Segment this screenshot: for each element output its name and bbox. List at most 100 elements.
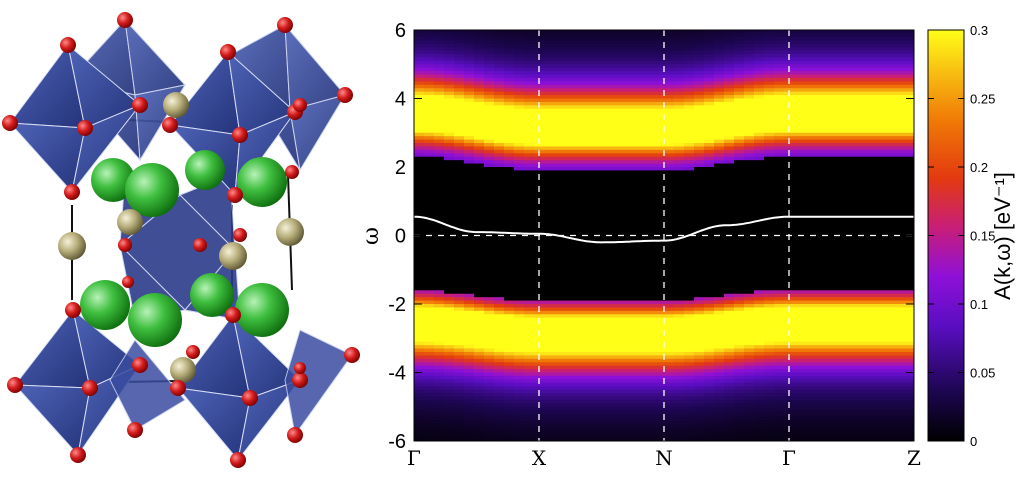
heatmap-cell bbox=[724, 403, 735, 408]
heatmap-cell bbox=[494, 47, 505, 52]
heatmap-cell bbox=[534, 146, 545, 151]
heatmap-cell bbox=[624, 167, 635, 172]
heatmap-cell bbox=[584, 149, 595, 154]
heatmap-cell bbox=[664, 358, 675, 363]
heatmap-cell bbox=[564, 396, 575, 401]
heatmap-cell bbox=[564, 314, 575, 319]
heatmap-cell bbox=[614, 345, 625, 350]
heatmap-cell bbox=[704, 190, 715, 195]
heatmap-cell bbox=[804, 266, 815, 271]
heatmap-cell bbox=[774, 40, 785, 45]
heatmap-cell bbox=[774, 218, 785, 223]
heatmap-cell bbox=[414, 119, 425, 124]
heatmap-cell bbox=[424, 88, 435, 93]
heatmap-cell bbox=[794, 334, 805, 339]
heatmap-cell bbox=[744, 184, 755, 189]
heatmap-cell bbox=[644, 40, 655, 45]
heatmap-cell bbox=[564, 180, 575, 185]
heatmap-cell bbox=[544, 40, 555, 45]
heatmap-cell bbox=[764, 259, 775, 264]
heatmap-cell bbox=[654, 36, 665, 41]
heatmap-cell bbox=[804, 341, 815, 346]
heatmap-cell bbox=[754, 375, 765, 380]
heatmap-cell bbox=[504, 331, 515, 336]
heatmap-cell bbox=[694, 173, 705, 178]
heatmap-cell bbox=[444, 273, 455, 278]
heatmap-cell bbox=[724, 88, 735, 93]
heatmap-cell bbox=[524, 372, 535, 377]
heatmap-cell bbox=[774, 276, 785, 281]
heatmap-cell bbox=[434, 57, 445, 62]
heatmap-cell bbox=[734, 252, 745, 257]
heatmap-cell bbox=[774, 280, 785, 285]
heatmap-cell bbox=[704, 256, 715, 261]
heatmap-cell bbox=[544, 437, 555, 441]
heatmap-cell bbox=[724, 47, 735, 52]
heatmap-cell bbox=[794, 358, 805, 363]
heatmap-cell bbox=[484, 64, 495, 69]
heatmap-cell bbox=[504, 88, 515, 93]
heatmap-cell bbox=[734, 262, 745, 267]
heatmap-cell bbox=[744, 47, 755, 52]
heatmap-cell bbox=[824, 57, 835, 62]
heatmap-cell bbox=[684, 280, 695, 285]
heatmap-cell bbox=[424, 74, 435, 79]
heatmap-cell bbox=[814, 173, 825, 178]
heatmap-cell bbox=[564, 249, 575, 254]
heatmap-cell bbox=[664, 351, 675, 356]
heatmap-cell bbox=[664, 430, 675, 435]
heatmap-cell bbox=[434, 36, 445, 41]
heatmap-cell bbox=[734, 362, 745, 367]
heatmap-cell bbox=[514, 351, 525, 356]
heatmap-cell bbox=[424, 194, 435, 199]
heatmap-cell bbox=[804, 324, 815, 329]
heatmap-cell bbox=[744, 242, 755, 247]
heatmap-cell bbox=[704, 293, 715, 298]
heatmap-cell bbox=[524, 256, 535, 261]
heatmap-cell bbox=[714, 146, 725, 151]
heatmap-cell bbox=[514, 396, 525, 401]
heatmap-cell bbox=[724, 129, 735, 134]
heatmap-cell bbox=[544, 375, 555, 380]
heatmap-cell bbox=[734, 112, 745, 117]
heatmap-cell bbox=[754, 238, 765, 243]
heatmap-cell bbox=[684, 386, 695, 391]
heatmap-cell bbox=[674, 218, 685, 223]
heatmap-cell bbox=[774, 187, 785, 192]
heatmap-cell bbox=[654, 410, 665, 415]
heatmap-cell bbox=[534, 71, 545, 76]
heatmap-cell bbox=[444, 125, 455, 130]
heatmap-cell bbox=[624, 286, 635, 291]
heatmap-cell bbox=[574, 379, 585, 384]
heatmap-cell bbox=[824, 125, 835, 130]
heatmap-cell bbox=[574, 273, 585, 278]
heatmap-cell bbox=[554, 214, 565, 219]
heatmap-cell bbox=[564, 307, 575, 312]
heatmap-cell bbox=[494, 406, 505, 411]
heatmap-cell bbox=[504, 249, 515, 254]
heatmap-cell bbox=[514, 369, 525, 374]
heatmap-cell bbox=[564, 84, 575, 89]
heatmap-cell bbox=[774, 84, 785, 89]
heatmap-cell bbox=[524, 119, 535, 124]
heatmap-cell bbox=[744, 194, 755, 199]
heatmap-cell bbox=[524, 180, 535, 185]
heatmap-cell bbox=[514, 201, 525, 206]
heatmap-cell bbox=[654, 160, 665, 165]
heatmap-cell bbox=[704, 351, 715, 356]
heatmap-cell bbox=[744, 160, 755, 165]
heatmap-cell bbox=[764, 177, 775, 182]
heatmap-cell bbox=[804, 269, 815, 274]
heatmap-cell bbox=[434, 406, 445, 411]
heatmap-cell bbox=[794, 160, 805, 165]
heatmap-cell bbox=[674, 156, 685, 161]
heatmap-cell bbox=[794, 156, 805, 161]
heatmap-cell bbox=[494, 317, 505, 322]
heatmap-cell bbox=[634, 105, 645, 110]
heatmap-cell bbox=[704, 372, 715, 377]
heatmap-cell bbox=[624, 143, 635, 148]
heatmap-cell bbox=[564, 423, 575, 428]
heatmap-cell bbox=[574, 81, 585, 86]
heatmap-cell bbox=[494, 57, 505, 62]
heatmap-cell bbox=[584, 304, 595, 309]
